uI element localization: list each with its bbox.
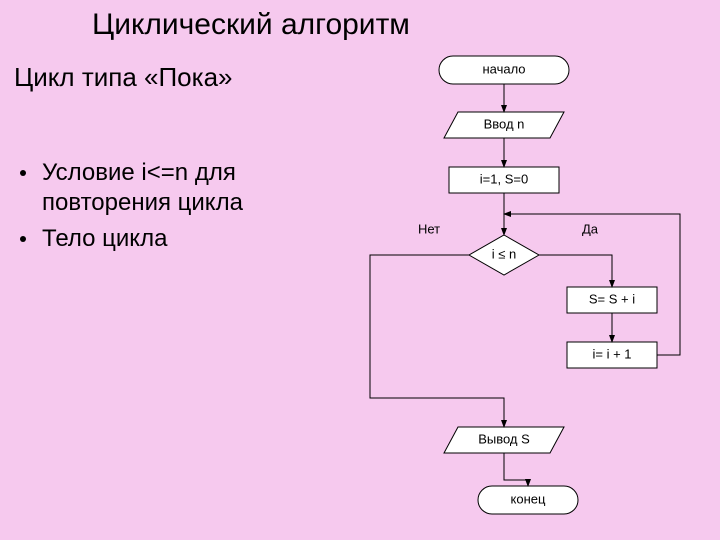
svg-text:i= i + 1: i= i + 1 xyxy=(592,346,631,361)
svg-text:конец: конец xyxy=(511,491,546,506)
flowchart: начало Ввод n i=1, S=0 i ≤ n S= S + i i= i + … xyxy=(0,0,720,540)
slide: Циклический алгоритм Цикл типа «Пока» Ус… xyxy=(0,0,720,540)
svg-text:Да: Да xyxy=(582,221,599,236)
svg-text:начало: начало xyxy=(482,61,525,76)
svg-text:S= S + i: S= S + i xyxy=(589,291,635,306)
svg-text:i ≤ n: i ≤ n xyxy=(492,246,516,261)
svg-text:Вывод S: Вывод S xyxy=(478,431,530,446)
svg-text:i=1, S=0: i=1, S=0 xyxy=(480,171,528,186)
svg-text:Нет: Нет xyxy=(418,221,440,236)
svg-text:Ввод n: Ввод n xyxy=(484,116,525,131)
